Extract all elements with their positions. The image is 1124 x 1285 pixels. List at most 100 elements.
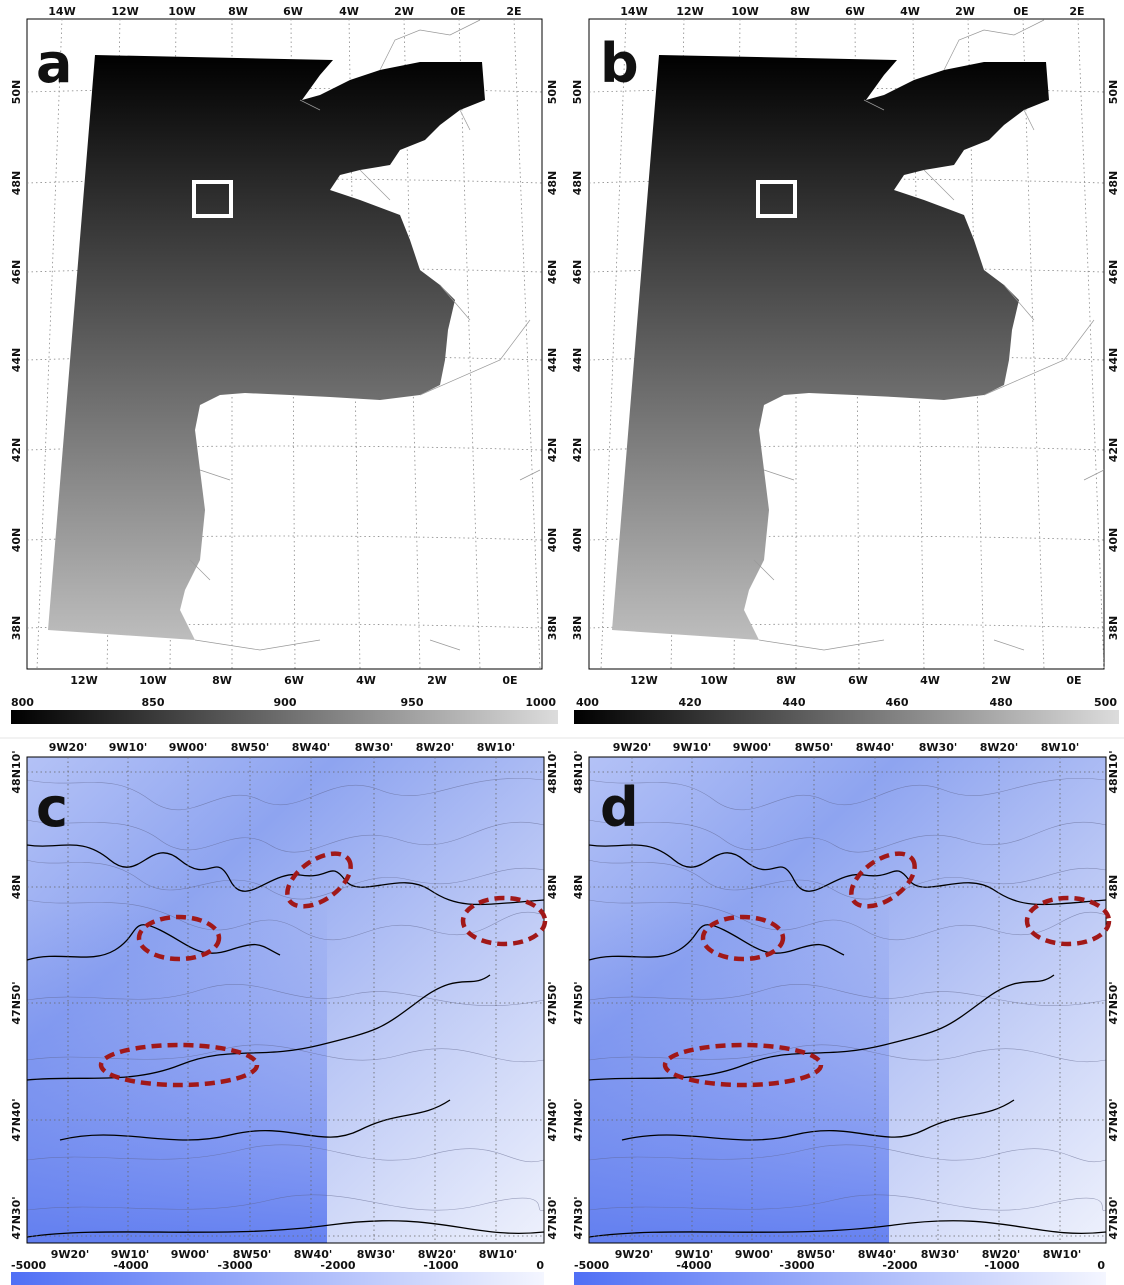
right-latitude-labels: 48N10' 48N 47N50' 47N40' 47N30' xyxy=(546,750,559,1239)
lon-label: 8W xyxy=(212,674,232,687)
colorbar-tick: 480 xyxy=(990,696,1013,709)
lon-label: 8W50' xyxy=(797,1248,835,1261)
lat-label: 44N xyxy=(1107,348,1120,373)
contour-minor xyxy=(26,778,545,1211)
lat-label: 47N50' xyxy=(572,981,585,1024)
lon-label: 12W xyxy=(70,674,97,687)
ocean-field xyxy=(48,55,485,640)
right-latitude-labels: 48N10' 48N 47N50' 47N40' 47N30' xyxy=(1107,750,1120,1239)
panel-b: b 14W 12W 10W 8W 6W 4W 2W 0E 2E 12W 10W … xyxy=(571,5,1120,724)
lon-label: 8W xyxy=(790,5,810,18)
colorbar-tick: -2000 xyxy=(320,1259,356,1272)
lon-label: 4W xyxy=(339,5,359,18)
lat-label: 47N30' xyxy=(546,1196,559,1239)
lon-label: 8W20' xyxy=(982,1248,1020,1261)
lon-label: 8W50' xyxy=(231,741,269,754)
colorbar-tick: 460 xyxy=(886,696,909,709)
graticule xyxy=(27,757,544,1243)
lon-label: 8W20' xyxy=(980,741,1018,754)
lon-label: 6W xyxy=(283,5,303,18)
lat-label: 47N50' xyxy=(10,981,23,1024)
lon-label: 9W20' xyxy=(51,1248,89,1261)
colorbar-ramp xyxy=(574,1272,1106,1285)
colorbar-tick: 440 xyxy=(783,696,806,709)
lon-label: 9W00' xyxy=(735,1248,773,1261)
colorbar-tick: -4000 xyxy=(113,1259,149,1272)
top-longitude-labels: 14W 12W 10W 8W 6W 4W 2W 0E 2E xyxy=(620,5,1084,18)
feature-ellipse xyxy=(849,851,917,909)
lat-label: 48N10' xyxy=(1107,750,1120,793)
lon-label: 8W10' xyxy=(477,741,515,754)
lon-label: 8W10' xyxy=(1043,1248,1081,1261)
lat-label: 42N xyxy=(1107,438,1120,463)
right-latitude-labels: 50N 48N 46N 44N 42N 40N 38N xyxy=(546,80,559,641)
lon-label: 8W40' xyxy=(856,741,894,754)
lat-label: 40N xyxy=(546,528,559,553)
lat-label: 40N xyxy=(1107,528,1120,553)
lon-label: 2W xyxy=(394,5,414,18)
feature-ellipse xyxy=(460,895,548,947)
lon-label: 8W40' xyxy=(858,1248,896,1261)
lon-label: 12W xyxy=(676,5,703,18)
lon-label: 9W00' xyxy=(169,741,207,754)
lat-label: 46N xyxy=(571,260,584,285)
panel-letter: d xyxy=(600,776,639,839)
left-latitude-labels: 50N 48N 46N 44N 42N 40N 38N xyxy=(10,80,23,641)
panel-letter: a xyxy=(36,32,72,95)
colorbar-ramp xyxy=(11,1272,544,1285)
bottom-longitude-labels: 12W 10W 8W 6W 4W 2W 0E xyxy=(630,674,1081,687)
lon-label: 0E xyxy=(1013,5,1028,18)
lat-label: 47N50' xyxy=(546,981,559,1024)
bottom-longitude-labels: 9W20' 9W10' 9W00' 8W50' 8W40' 8W30' 8W20… xyxy=(51,1248,517,1261)
colorbar-tick: 420 xyxy=(679,696,702,709)
lon-label: 10W xyxy=(700,674,727,687)
lat-label: 47N30' xyxy=(10,1196,23,1239)
lon-label: 9W10' xyxy=(111,1248,149,1261)
feature-ellipse xyxy=(98,851,548,1088)
lon-label: 8W10' xyxy=(1041,741,1079,754)
colorbar-tick: -1000 xyxy=(423,1259,459,1272)
lat-label: 48N xyxy=(1107,875,1120,900)
lat-label: 44N xyxy=(571,348,584,373)
coastline-detail xyxy=(753,19,1105,651)
panel-a: a 14W 12W 10W 8W 6W 4W 2W 0E 2E 12W 10W … xyxy=(10,5,559,724)
right-latitude-labels: 50N 48N 46N 44N 42N 40N 38N xyxy=(1107,80,1120,641)
lat-label: 48N xyxy=(546,171,559,196)
lon-label: 6W xyxy=(845,5,865,18)
colorbar-tick: 800 xyxy=(11,696,34,709)
colorbar-tick: 500 xyxy=(1094,696,1117,709)
lon-label: 12W xyxy=(630,674,657,687)
colorbar-tick: 850 xyxy=(142,696,165,709)
feature-ellipse xyxy=(285,851,353,909)
lat-label: 47N50' xyxy=(1107,981,1120,1024)
lon-label: 0E xyxy=(502,674,517,687)
colorbar: -5000 -4000 -3000 -2000 -1000 0 xyxy=(11,1259,544,1285)
lat-label: 40N xyxy=(10,528,23,553)
lon-label: 2W xyxy=(955,5,975,18)
lon-label: 8W xyxy=(776,674,796,687)
lon-label: 14W xyxy=(48,5,75,18)
left-latitude-labels: 48N10' 48N 47N50' 47N40' 47N30' xyxy=(572,750,585,1239)
colorbar-tick: 0 xyxy=(1097,1259,1105,1272)
feature-ellipse xyxy=(662,1042,824,1088)
lon-label: 4W xyxy=(920,674,940,687)
deep-water-shade xyxy=(589,900,889,1243)
lon-label: 8W50' xyxy=(795,741,833,754)
lat-label: 50N xyxy=(546,80,559,105)
lon-label: 0E xyxy=(450,5,465,18)
bottom-longitude-labels: 9W20' 9W10' 9W00' 8W50' 8W40' 8W30' 8W20… xyxy=(615,1248,1081,1261)
colorbar-tick: 400 xyxy=(576,696,599,709)
lon-label: 4W xyxy=(356,674,376,687)
colorbar-tick: -3000 xyxy=(779,1259,815,1272)
lon-label: 8W40' xyxy=(292,741,330,754)
lon-label: 8W xyxy=(228,5,248,18)
lat-label: 47N30' xyxy=(572,1196,585,1239)
colorbar-tick: -5000 xyxy=(11,1259,47,1272)
colorbar: 800 850 900 950 1000 xyxy=(11,696,558,724)
panel-letter: b xyxy=(600,32,639,95)
lon-label: 8W10' xyxy=(479,1248,517,1261)
lon-label: 4W xyxy=(900,5,920,18)
lon-label: 14W xyxy=(620,5,647,18)
top-longitude-labels: 9W20' 9W10' 9W00' 8W50' 8W40' 8W30' 8W20… xyxy=(49,741,515,754)
lon-label: 8W30' xyxy=(921,1248,959,1261)
